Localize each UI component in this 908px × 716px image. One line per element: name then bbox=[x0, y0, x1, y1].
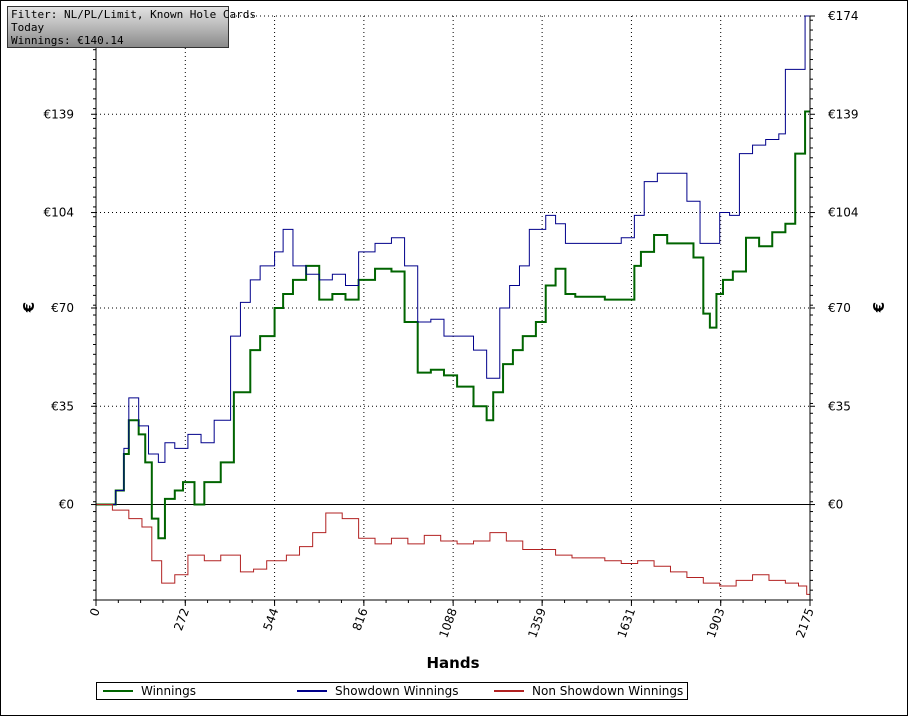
y-tick-label-left: €70 bbox=[51, 301, 74, 315]
legend-item-winnings: Winnings bbox=[103, 683, 196, 699]
y-tick-label-right: €0 bbox=[828, 498, 843, 512]
chart-legend: Winnings Showdown Winnings Non Showdown … bbox=[96, 682, 688, 700]
x-tick-label: 272 bbox=[171, 606, 192, 632]
x-tick-label: 1359 bbox=[525, 606, 549, 639]
x-tick-label: 1088 bbox=[436, 606, 460, 639]
series-line-winnings bbox=[96, 110, 810, 540]
filter-info-box: Filter: NL/PL/Limit, Known Hole Cards To… bbox=[7, 6, 257, 48]
legend-item-non-showdown: Non Showdown Winnings bbox=[494, 683, 683, 699]
filter-text: Filter: NL/PL/Limit, Known Hole Cards bbox=[11, 8, 257, 21]
y-tick-label-right: €35 bbox=[828, 399, 851, 413]
series-layer bbox=[96, 15, 811, 600]
y-tick-label-left: €139 bbox=[43, 107, 74, 121]
y-tick-label-right: €104 bbox=[828, 206, 859, 220]
y-axis-right-ticks: €0 €35 €70 €104 €139 €174 bbox=[828, 9, 859, 512]
legend-swatch-showdown bbox=[297, 690, 327, 692]
x-axis-title: Hands bbox=[426, 654, 479, 672]
y-tick-label-right: €139 bbox=[828, 107, 859, 121]
x-tick-label: 816 bbox=[350, 606, 371, 632]
x-axis-ticks: 0 272 544 816 1088 1359 1631 1903 2175 bbox=[87, 606, 817, 639]
y-tick-label-left: €104 bbox=[43, 206, 74, 220]
legend-item-showdown: Showdown Winnings bbox=[297, 683, 459, 699]
winnings-text: Winnings: €140.14 bbox=[11, 34, 124, 47]
y-tick-label-right: €174 bbox=[828, 9, 859, 23]
y-tick-label-left: €35 bbox=[51, 399, 74, 413]
period-text: Today bbox=[11, 21, 45, 34]
series-line-showdown bbox=[96, 15, 810, 506]
y-axis-title-left: € bbox=[20, 302, 38, 313]
y-axis-left-ticks: €0€35€70€104€139€174 bbox=[43, 9, 74, 512]
y-axis-title-right: € bbox=[870, 302, 888, 313]
x-tick-label: 0 bbox=[87, 606, 103, 618]
x-tick-label: 1631 bbox=[615, 606, 639, 639]
legend-swatch-non-showdown bbox=[494, 690, 524, 692]
legend-label-showdown: Showdown Winnings bbox=[335, 684, 459, 698]
series-line-non-showdown bbox=[96, 504, 811, 600]
x-tick-label: 1903 bbox=[704, 606, 728, 639]
y-tick-label-right: €70 bbox=[828, 301, 851, 315]
x-tick-label: 2175 bbox=[793, 606, 817, 639]
legend-label-winnings: Winnings bbox=[141, 684, 196, 698]
legend-swatch-winnings bbox=[103, 690, 133, 692]
legend-label-non-showdown: Non Showdown Winnings bbox=[532, 684, 684, 698]
x-tick-label: 544 bbox=[260, 606, 281, 632]
y-tick-label-left: €0 bbox=[59, 498, 74, 512]
